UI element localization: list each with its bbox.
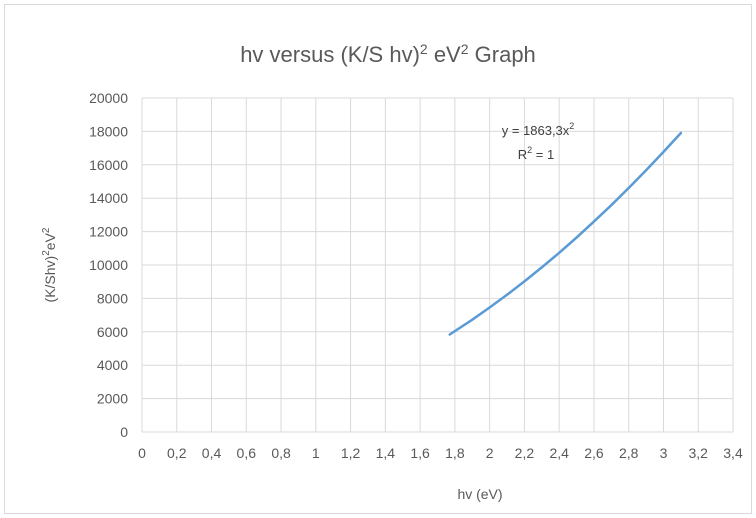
- x-tick-label: 0,8: [271, 445, 291, 461]
- gridlines: [141, 97, 734, 433]
- series-layer: [448, 131, 683, 336]
- x-tick-label: 1: [312, 445, 320, 461]
- x-tick-label: 1,6: [410, 445, 430, 461]
- y-axis-ticks: 0 2000 4000 6000 8000 10000 12000 14000 16000 180…: [89, 90, 128, 440]
- x-tick-label: 0,4: [202, 445, 222, 461]
- y-tick-label: 4000: [97, 357, 128, 373]
- y-tick-label: 2000: [97, 391, 128, 407]
- y-tick-label: 6000: [97, 324, 128, 340]
- x-tick-label: 2,2: [515, 445, 535, 461]
- x-tick-label: 1,2: [341, 445, 361, 461]
- y-tick-label: 8000: [97, 290, 128, 306]
- chart-title: hv versus (K/S hv)2 eV2 Graph: [240, 41, 536, 67]
- x-tick-label: 2: [486, 445, 494, 461]
- x-tick-label: 0,6: [237, 445, 257, 461]
- x-tick-label: 2,4: [549, 445, 569, 461]
- trendline-equation: y = 1863,3x2: [502, 121, 575, 138]
- r-squared-label: R2 = 1: [518, 145, 554, 162]
- x-tick-label: 2,6: [584, 445, 604, 461]
- x-tick-label: 1,8: [445, 445, 465, 461]
- y-tick-label: 0: [120, 424, 128, 440]
- series-line: [448, 131, 683, 336]
- y-tick-label: 18000: [89, 123, 128, 139]
- y-tick-label: 14000: [89, 190, 128, 206]
- x-tick-label: 3: [660, 445, 668, 461]
- x-axis-ticks: 0 0,2 0,4 0,6 0,8 1 1,2 1,4 1,6 1,8 2 2,2 2,4 2,6 2,8 3…: [138, 445, 743, 461]
- y-tick-label: 12000: [89, 224, 128, 240]
- x-axis-title: hv (eV): [457, 486, 502, 502]
- x-tick-label: 3,4: [723, 445, 743, 461]
- y-tick-label: 20000: [89, 90, 128, 106]
- x-tick-label: 0,2: [167, 445, 187, 461]
- y-axis-title: (K/Shv)2eV2: [41, 227, 58, 302]
- x-tick-label: 2,8: [619, 445, 639, 461]
- x-tick-label: 1,4: [376, 445, 396, 461]
- x-tick-label: 3,2: [689, 445, 709, 461]
- x-tick-label: 0: [138, 445, 146, 461]
- y-tick-label: 10000: [89, 257, 128, 273]
- y-tick-label: 16000: [89, 157, 128, 173]
- chart-frame: [4, 4, 752, 514]
